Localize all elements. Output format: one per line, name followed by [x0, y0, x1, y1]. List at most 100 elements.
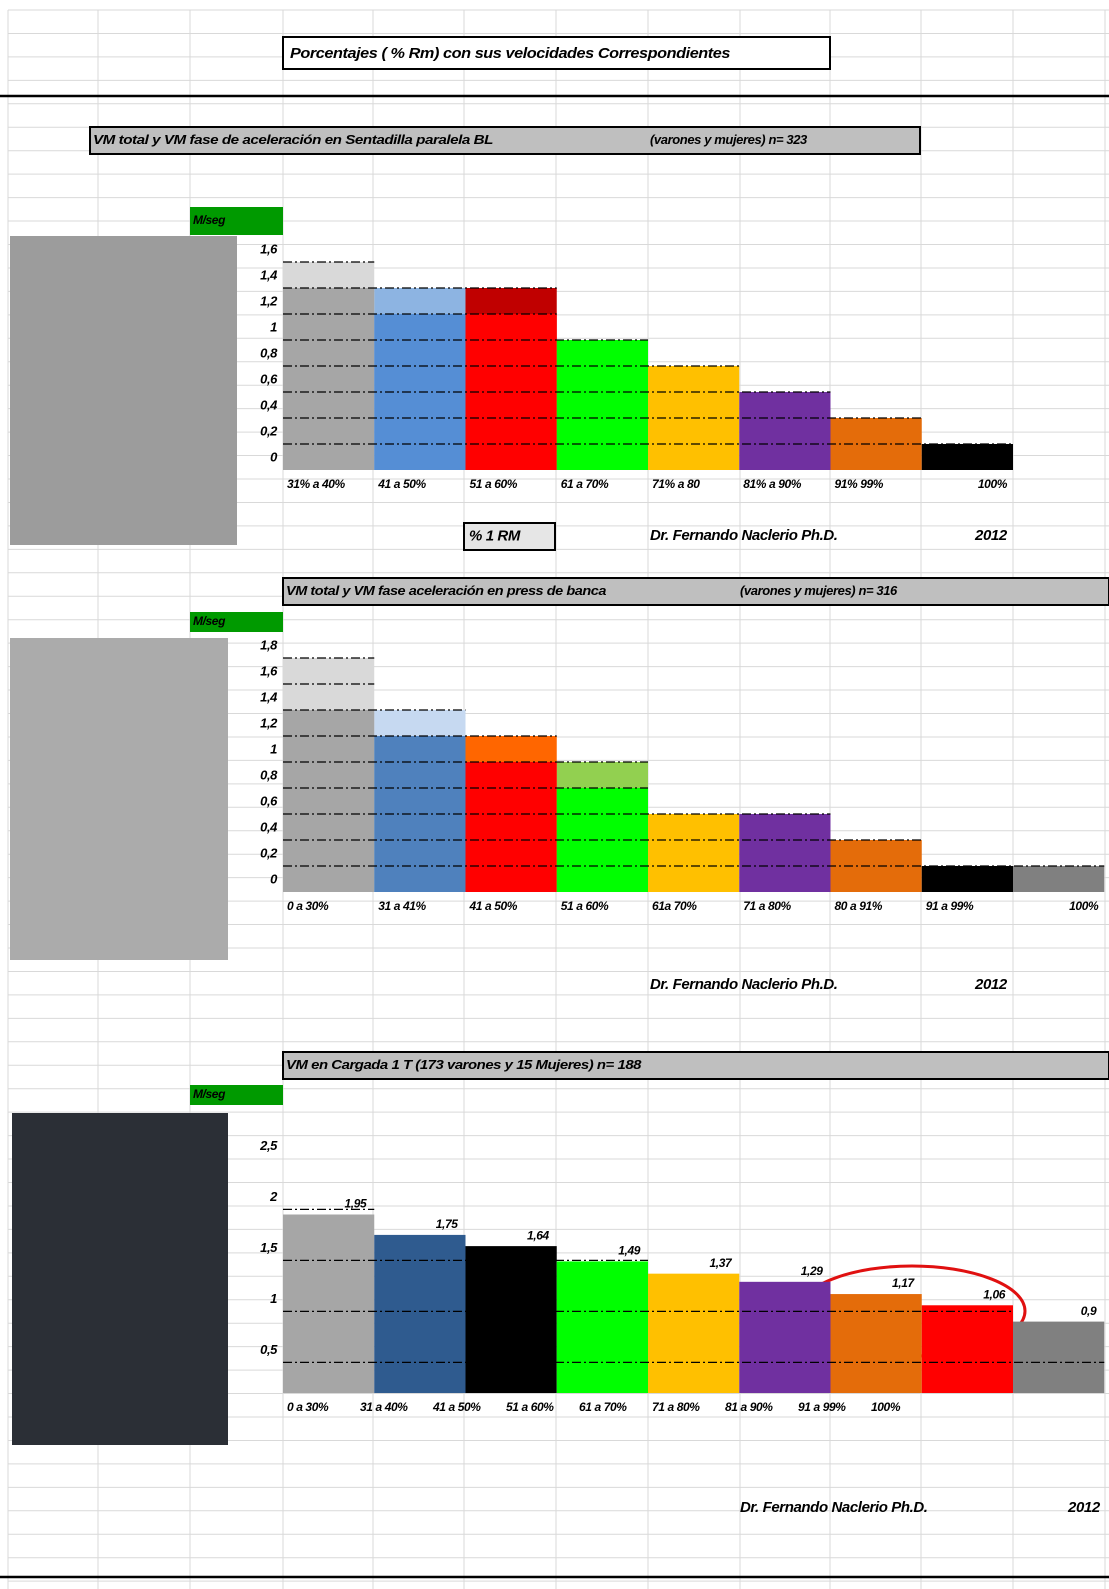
bar: [921, 1305, 1013, 1393]
chart-title: VM total y VM fase aceleración en press …: [286, 583, 606, 598]
bar: [465, 1246, 557, 1393]
x-tick-label: 31% a 40%: [287, 477, 346, 491]
title-box: [89, 126, 921, 155]
bar: [465, 762, 557, 892]
y-tick-label: 1,4: [260, 267, 278, 282]
y-tick-label: 1,4: [260, 689, 278, 704]
bar: [648, 1273, 740, 1393]
y-tick-label: 0,5: [260, 1342, 278, 1357]
y-tick-label: 0,8: [260, 345, 278, 360]
header-title: Porcentajes ( % Rm) con sus velocidades …: [290, 45, 730, 62]
x-tick-label: 41 a 50%: [377, 477, 426, 491]
x-tick-label: 61a 70%: [652, 899, 697, 913]
y-tick-label: 1,5: [260, 1240, 278, 1255]
charts: VM total y VM fase de aceleración en Sen…: [89, 126, 1109, 1516]
photo: [10, 236, 237, 545]
y-tick-label: 0,4: [260, 819, 278, 834]
bar: [283, 1214, 375, 1393]
bar: [556, 340, 648, 470]
y-tick-label: 0: [270, 449, 278, 464]
chart-subtitle: (varones y mujeres) n= 323: [650, 132, 808, 147]
y-label-box: [190, 1085, 283, 1105]
author: Dr. Fernando Naclerio Ph.D.: [650, 527, 838, 544]
x-tick-label: 31 a 40%: [360, 1400, 408, 1414]
x-tick-label: 61 a 70%: [579, 1400, 627, 1414]
chart-title: VM total y VM fase de aceleración en Sen…: [93, 132, 494, 147]
bar: [1013, 1321, 1105, 1393]
photo: [10, 638, 228, 960]
author: Dr. Fernando Naclerio Ph.D.: [650, 976, 838, 993]
photo: [12, 1113, 228, 1445]
y-tick-label: 1: [270, 1291, 277, 1306]
bar: [374, 1234, 466, 1393]
x-tick-label: 0 a 30%: [287, 899, 329, 913]
x-tick-label: 91% 99%: [835, 477, 884, 491]
x-tick-label: 71% a 80: [652, 477, 700, 491]
y-axis-label: M/seg: [193, 614, 226, 628]
title-box: [282, 577, 1109, 606]
y-tick-label: 0: [270, 871, 278, 886]
value-label: 1,17: [892, 1276, 915, 1290]
x-tick-label: 91 a 99%: [926, 899, 974, 913]
y-tick-label: 0,6: [260, 371, 278, 386]
y-tick-label: 1,6: [260, 663, 278, 678]
x-tick-label: 51 a 60%: [506, 1400, 554, 1414]
value-label: 0,9: [1081, 1304, 1097, 1318]
y-tick-label: 2: [269, 1189, 278, 1204]
x-label-box: [463, 522, 556, 551]
x-tick-label: 71 a 80%: [743, 899, 791, 913]
y-label-box: [190, 612, 283, 632]
x-axis-label: % 1 RM: [469, 527, 521, 544]
y-tick-label: 1,6: [260, 241, 278, 256]
x-tick-label: 81% a 90%: [743, 477, 802, 491]
chart-title: VM en Cargada 1 T (173 varones y 15 Muje…: [286, 1057, 642, 1072]
x-tick-label: 51 a 60%: [561, 899, 609, 913]
y-axis-label: M/seg: [193, 1087, 226, 1101]
author: Dr. Fernando Naclerio Ph.D.: [740, 1499, 928, 1516]
y-tick-label: 1,2: [260, 715, 278, 730]
bar: [830, 1294, 922, 1393]
header-box: [282, 36, 831, 70]
bar: [921, 444, 1013, 470]
x-tick-label: 41 a 50%: [432, 1400, 481, 1414]
x-tick-label: 91 a 99%: [798, 1400, 846, 1414]
chart-subtitle: (varones y mujeres) n= 316: [740, 583, 898, 598]
x-tick-label: 100%: [871, 1400, 901, 1414]
x-tick-label: 41 a 50%: [469, 899, 518, 913]
x-tick-label: 81 a 90%: [725, 1400, 773, 1414]
bar: [1013, 866, 1105, 892]
x-tick-label: 0 a 30%: [287, 1400, 329, 1414]
x-tick-label: 61 a 70%: [561, 477, 609, 491]
y-tick-label: 0,6: [260, 793, 278, 808]
value-label: 1,95: [344, 1197, 366, 1211]
year: 2012: [974, 976, 1008, 993]
x-tick-label: 100%: [978, 477, 1008, 491]
value-label: 1,37: [709, 1256, 732, 1270]
value-label: 1,49: [618, 1244, 640, 1258]
year: 2012: [1067, 1499, 1101, 1516]
bar: [739, 1281, 831, 1393]
y-tick-label: 0,2: [260, 423, 278, 438]
bar: [556, 1261, 648, 1393]
y-tick-label: 0,4: [260, 397, 278, 412]
value-label: 1,75: [436, 1217, 458, 1231]
y-axis-label: M/seg: [193, 213, 226, 227]
bar: [283, 710, 375, 892]
y-tick-label: 1: [270, 319, 277, 334]
year: 2012: [974, 527, 1008, 544]
title-box: [282, 1051, 1109, 1080]
bar: [283, 288, 375, 470]
value-label: 1,06: [983, 1287, 1005, 1301]
y-tick-label: 0,8: [260, 767, 278, 782]
x-tick-label: 71 a 80%: [652, 1400, 700, 1414]
x-tick-label: 51 a 60%: [470, 477, 518, 491]
bar: [739, 392, 831, 470]
x-tick-label: 80 a 91%: [835, 899, 883, 913]
y-label-box: [190, 207, 283, 235]
value-label: 1,29: [801, 1264, 823, 1278]
value-label: 1,64: [527, 1228, 549, 1242]
bar: [921, 866, 1013, 892]
x-tick-label: 100%: [1069, 899, 1099, 913]
bar: [739, 814, 831, 892]
bar: [648, 814, 740, 892]
